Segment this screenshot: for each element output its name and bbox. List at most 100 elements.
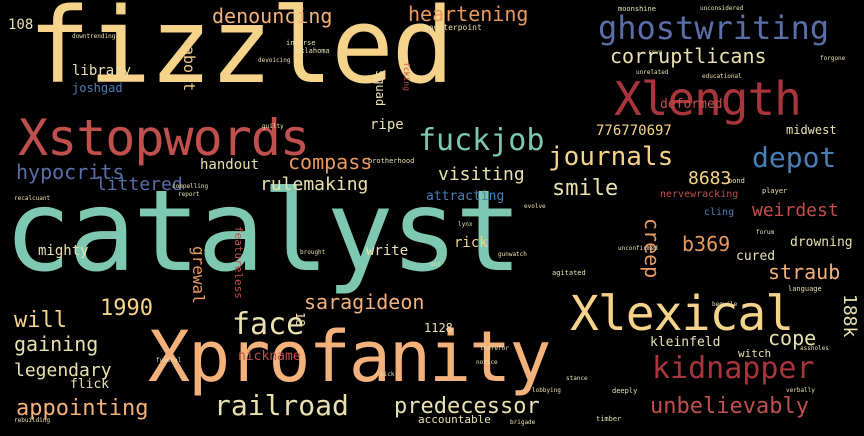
word: compelling: [172, 183, 209, 190]
word: fcking: [402, 62, 411, 91]
word: witch: [738, 347, 772, 360]
word: 776770697: [596, 123, 672, 139]
word: gunwatch: [498, 251, 527, 258]
word: railroad: [214, 389, 349, 422]
word: inverse: [286, 39, 316, 47]
word: cope: [768, 326, 817, 350]
word: fuckjob: [418, 123, 545, 158]
word: timber: [596, 415, 622, 423]
word: 1128: [424, 321, 453, 335]
word: handout: [200, 157, 260, 173]
word: about: [180, 46, 198, 92]
word: featureless: [232, 226, 245, 299]
word: unconfirmed: [618, 245, 658, 252]
word: face: [232, 307, 305, 342]
word: lobbying: [532, 387, 561, 394]
word: denouncing: [212, 4, 333, 28]
word: moonshine: [618, 5, 656, 13]
word: 188k: [839, 294, 860, 338]
word: player: [762, 187, 788, 195]
word: counterpoint: [424, 23, 482, 32]
word: forgone: [820, 55, 846, 62]
word: language: [788, 285, 822, 293]
word: assholes: [800, 345, 829, 352]
word: heartening: [408, 2, 529, 26]
word: unbelievably: [650, 394, 809, 419]
word: straub: [768, 260, 841, 284]
word: Xprofanity: [148, 316, 551, 398]
word: catalyst: [4, 167, 522, 297]
word: mighty: [38, 243, 89, 259]
word: littered: [96, 174, 183, 195]
word: will: [14, 308, 67, 333]
word: hypocrits: [16, 160, 125, 184]
word: sick: [380, 371, 395, 378]
word: downtrending: [72, 33, 116, 40]
word: kidnapper: [652, 351, 815, 386]
word: nervewracking: [660, 189, 739, 200]
word: educational: [702, 73, 742, 80]
word: weirdest: [752, 200, 839, 221]
word: therefor: [480, 345, 509, 352]
word: drowning: [790, 235, 853, 250]
word: cling: [704, 207, 735, 218]
word: attracting: [426, 189, 505, 204]
word: visiting: [438, 164, 525, 185]
word: ripe: [370, 117, 404, 133]
word: rsvp: [648, 49, 663, 56]
word: grewal: [189, 246, 208, 304]
word: cured: [736, 249, 776, 264]
word: uni: [430, 261, 441, 268]
word: report: [178, 191, 200, 198]
word: Xlength: [614, 72, 802, 126]
word: deformed: [660, 97, 723, 112]
word: recalcuant: [14, 195, 51, 202]
word: joshgad: [72, 81, 123, 95]
word: predecessor: [394, 394, 540, 419]
word: rebuilding: [14, 417, 51, 424]
word: saragideon: [304, 290, 425, 314]
word: write: [366, 243, 409, 259]
word: unconsidered: [700, 5, 744, 12]
word: stance: [566, 375, 588, 382]
word: brought: [300, 249, 326, 256]
word: gaining: [14, 332, 99, 356]
word: devoicing: [258, 57, 291, 64]
word: journals: [548, 142, 674, 172]
word: legendary: [14, 360, 112, 381]
word: smile: [552, 176, 619, 201]
word: notice: [476, 359, 498, 366]
word: rick: [454, 235, 488, 251]
word: oklahoma: [296, 47, 330, 55]
word: 1990: [100, 296, 153, 321]
word: corruptlicans: [610, 44, 767, 68]
word: accountable: [418, 413, 491, 426]
word: verbally: [786, 387, 815, 394]
word: appointing: [16, 396, 149, 421]
word: library: [72, 63, 132, 79]
word: brotherhood: [368, 157, 415, 165]
word: Xstopwords: [18, 109, 310, 167]
word: guilty: [262, 123, 284, 130]
word: depot: [752, 141, 837, 174]
word: agitated: [552, 269, 586, 277]
word: brigade: [510, 419, 536, 426]
word: nickname: [238, 349, 301, 364]
word: compass: [288, 150, 373, 174]
word: 108: [8, 17, 34, 33]
word: unrelated: [636, 69, 669, 76]
word: evolve: [524, 203, 546, 210]
word: rulemaking: [260, 174, 369, 195]
word: Xlexical: [570, 286, 794, 342]
word: forum: [756, 229, 775, 236]
word: flick: [70, 377, 110, 392]
word: bond: [728, 177, 745, 185]
word: fizzled: [28, 0, 454, 107]
word: squad: [373, 70, 387, 107]
word: ghostwriting: [598, 9, 830, 47]
word: lynx: [458, 221, 473, 228]
word: kleinfeld: [650, 335, 721, 350]
word: 8683: [688, 168, 732, 189]
word: funeral: [156, 357, 182, 364]
